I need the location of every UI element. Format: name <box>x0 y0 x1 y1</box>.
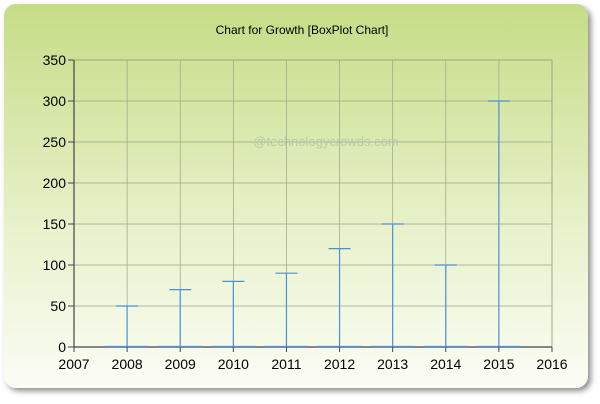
x-tick-label: 2009 <box>165 356 196 372</box>
chart-panel: Chart for Growth [BoxPlot Chart] @techno… <box>4 4 588 388</box>
x-tick-label: 2007 <box>58 356 89 372</box>
y-tick-label: 300 <box>43 93 67 109</box>
y-tick-label: 100 <box>43 257 67 273</box>
y-tick-label: 350 <box>43 52 67 68</box>
tick-label-layer: 0 50 100 150 200 250 300 350 2007 2008 2009 2010 201… <box>43 52 568 372</box>
plot-border <box>73 59 553 348</box>
x-tick-label: 2008 <box>112 356 143 372</box>
mark-layer <box>105 100 521 348</box>
y-tick-label: 200 <box>43 175 67 191</box>
axis-layer <box>68 59 553 352</box>
x-tick-label: 2011 <box>271 356 301 372</box>
x-tick-label: 2010 <box>218 356 249 372</box>
x-tick-label: 2016 <box>536 356 567 372</box>
chart-title: Chart for Growth [BoxPlot Chart] <box>216 23 389 37</box>
grid-layer <box>73 59 553 348</box>
watermark-text: @technologycrowds.com <box>253 134 398 149</box>
y-tick-label: 150 <box>43 216 67 232</box>
y-tick-label: 250 <box>43 134 67 150</box>
y-tick-label: 50 <box>50 298 66 314</box>
x-tick-label: 2012 <box>324 356 355 372</box>
x-tick-label: 2014 <box>430 356 461 372</box>
boxplot-chart: Chart for Growth [BoxPlot Chart] @techno… <box>43 23 568 372</box>
y-tick-label: 0 <box>58 339 66 355</box>
x-tick-label: 2013 <box>377 356 408 372</box>
x-tick-label: 2015 <box>483 356 514 372</box>
